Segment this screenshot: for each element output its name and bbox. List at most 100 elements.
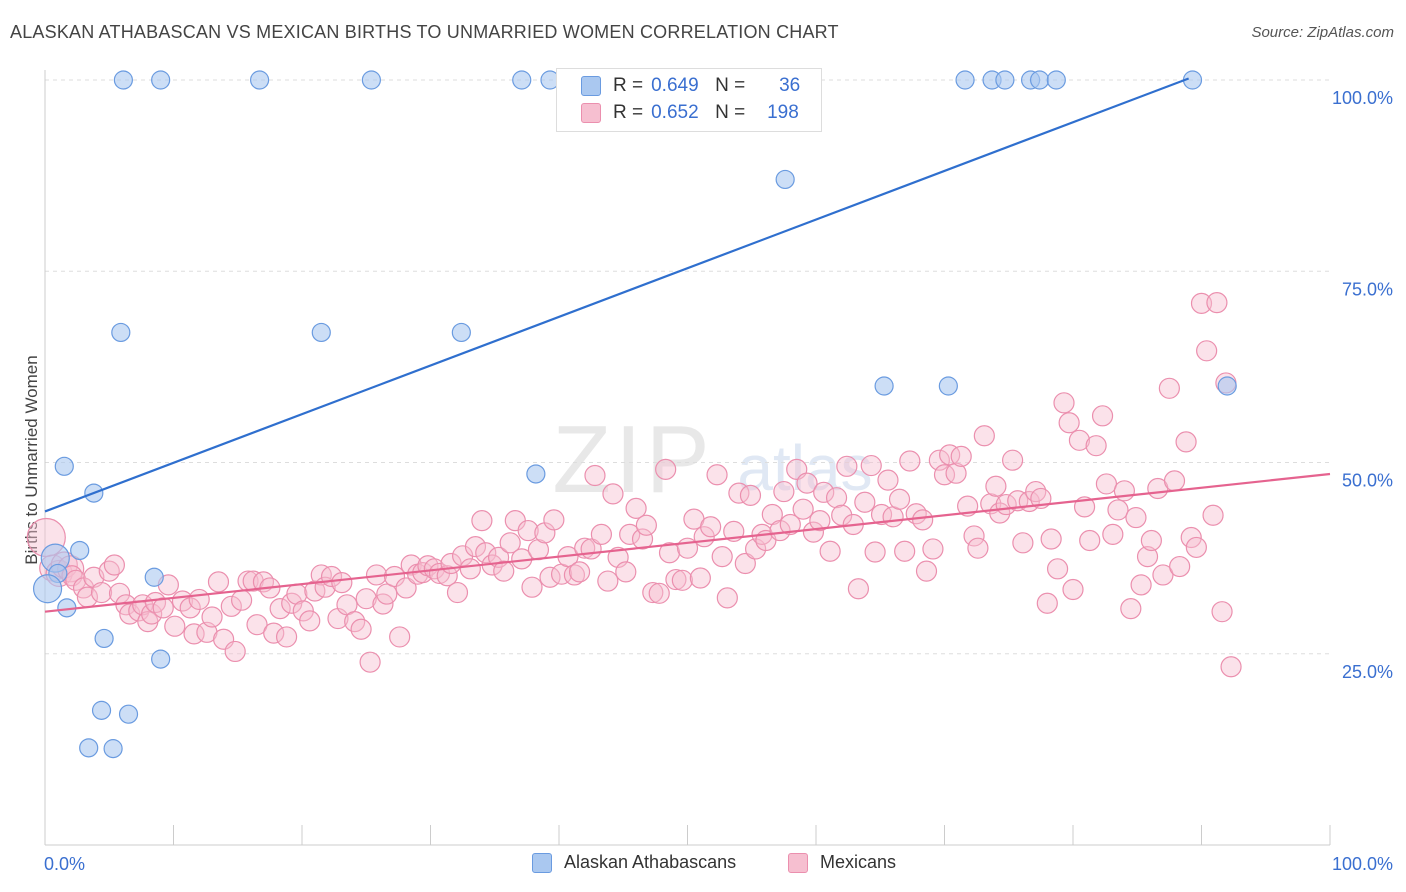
mexicans-point <box>1068 429 1091 451</box>
mexicans-point <box>383 565 406 588</box>
athabascan-point <box>151 649 171 669</box>
athabascan-point <box>955 70 975 90</box>
r-label: R = <box>613 75 644 96</box>
mexicans-point <box>615 561 637 583</box>
athabascan-point <box>151 70 171 90</box>
athabascan-point <box>79 738 99 758</box>
mexicans-point <box>355 588 377 610</box>
r-label: R = <box>613 102 644 123</box>
mexicans-point <box>269 598 291 620</box>
athabascan-point <box>111 322 131 343</box>
mexicans-point <box>1046 558 1069 580</box>
tick-labels: 25.0% 50.0% 75.0% 100.0% 0.0% 100.0% <box>44 88 1393 874</box>
athabascan-point <box>144 567 164 587</box>
mexicans-point <box>1085 435 1107 457</box>
athabascan-point <box>451 322 471 343</box>
axes <box>44 70 1331 846</box>
mexicans-point <box>1040 528 1062 550</box>
athabascan-point <box>113 70 133 90</box>
mexicans-point <box>201 606 223 628</box>
mexicans-point <box>389 626 411 648</box>
mexicans-point <box>847 578 870 600</box>
mexicans-point <box>734 552 756 575</box>
mexicans-point <box>188 588 210 611</box>
athabascan-point <box>32 574 63 604</box>
mexicans-point <box>716 587 738 609</box>
mexicans-point <box>144 591 167 614</box>
y-tick-label: 100.0% <box>1332 88 1393 108</box>
mexicans-point <box>792 498 814 520</box>
mexicans-point <box>888 488 911 510</box>
mexicans-point <box>860 454 882 477</box>
mexicans-point <box>543 509 565 531</box>
mexicans-point <box>1169 555 1191 578</box>
mexicans-point <box>65 569 87 591</box>
n-label: N = <box>715 75 746 96</box>
mexicans-point <box>499 532 521 554</box>
mexicans-point <box>802 521 825 543</box>
athabascan-legend-swatch <box>532 852 552 873</box>
trendlines <box>44 77 1331 613</box>
mexicans-point <box>1206 292 1228 314</box>
mexicans-point <box>299 610 321 632</box>
mexicans-point <box>625 497 647 519</box>
watermark: ZIP atlas <box>552 406 872 513</box>
mexicans-point <box>464 536 487 558</box>
mexicans-point <box>700 516 722 538</box>
mexicans-point <box>224 640 246 663</box>
mexicans-point <box>597 570 619 592</box>
mexicans-point <box>825 487 848 509</box>
mexicans-point <box>1202 504 1224 526</box>
mexicans-point <box>933 464 956 486</box>
mexicans-point <box>796 472 818 494</box>
x-tick-label: 0.0% <box>44 854 85 874</box>
y-tick-label: 25.0% <box>1342 662 1393 682</box>
mexicans-point <box>103 554 125 576</box>
y-tick-label: 75.0% <box>1342 279 1393 299</box>
mexicans-point <box>813 481 835 503</box>
mexicans-point <box>1211 601 1233 623</box>
mexicans-point <box>773 480 795 503</box>
mexicans-point <box>471 510 493 532</box>
mexicans-point <box>671 569 693 591</box>
mexicans-point <box>275 626 298 648</box>
mexicans-point <box>894 540 916 562</box>
mexicans-point <box>809 510 831 532</box>
mexicans-point <box>179 597 201 619</box>
mexicans-point <box>1002 449 1024 471</box>
mexicans-point <box>1107 499 1129 521</box>
mexicans-point <box>631 528 654 550</box>
mexicans-point <box>493 560 515 582</box>
legend-label: Mexicans <box>820 852 897 872</box>
mexicans-point <box>899 450 921 472</box>
athabascan-point <box>874 376 894 396</box>
stats-legend: R = 0.649 N = 36 R = 0.652 N = 198 <box>556 68 822 132</box>
mexicans-point <box>359 651 381 673</box>
mexicans-point <box>436 565 458 587</box>
mexicans-point <box>985 475 1007 497</box>
mexicans-point <box>331 572 353 594</box>
mexicans-point <box>648 582 670 604</box>
athabascan-point <box>94 628 114 649</box>
mexicans-point <box>1058 412 1080 434</box>
mexicans-point <box>152 597 174 619</box>
watermark-zip: ZIP <box>552 406 713 513</box>
mexicans-point <box>915 560 938 582</box>
mexicans-point <box>164 615 186 637</box>
r-value: 0.652 <box>651 102 699 123</box>
athabascan-point <box>361 70 381 90</box>
mexicans-point <box>711 545 733 568</box>
mexicans-point <box>689 567 711 589</box>
mexicans-point <box>854 491 876 513</box>
mexicans-point <box>459 558 481 580</box>
mexicans-point <box>819 540 841 562</box>
legend-item-mexicans[interactable]: Mexicans <box>788 852 896 873</box>
mexicans-point <box>1175 431 1197 453</box>
n-value: 36 <box>779 75 801 96</box>
legend-item-athabascan[interactable]: Alaskan Athabascans <box>532 852 736 873</box>
mexicans-point <box>475 542 497 564</box>
mexicans-point <box>207 571 230 593</box>
athabascan-point <box>311 322 331 343</box>
mexicans-point <box>1079 529 1101 552</box>
mexicans-trendline <box>44 472 1331 613</box>
